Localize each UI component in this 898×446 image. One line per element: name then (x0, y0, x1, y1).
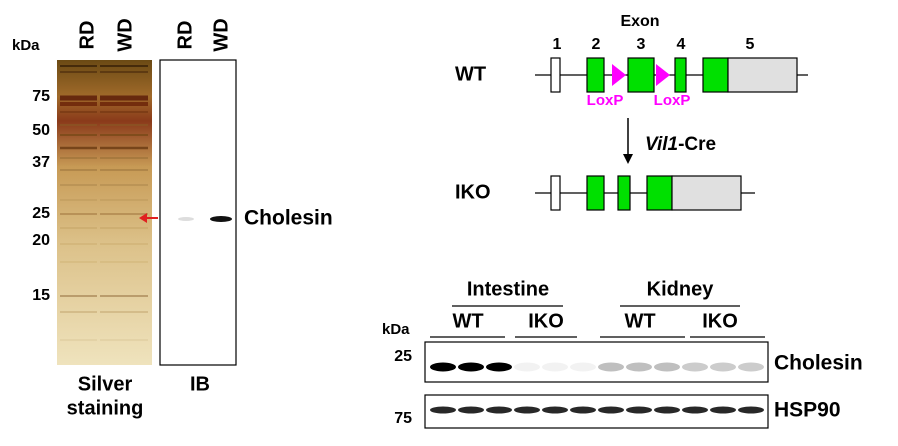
ib-band (210, 216, 232, 222)
tissue-label: Intestine (467, 278, 549, 300)
blot-bands (430, 362, 764, 414)
caption: IB (190, 373, 210, 395)
blot-band (486, 362, 512, 372)
lane-label: RD (76, 21, 98, 50)
blot-band (514, 362, 540, 372)
wt-allele (535, 57, 808, 93)
caption: staining (67, 397, 144, 419)
blot-band (738, 362, 764, 372)
blot-band (626, 406, 652, 414)
blot-band (710, 362, 736, 372)
marker-label: 75 (32, 88, 50, 105)
genotype-label: IKO (702, 310, 738, 332)
silver-gel (57, 60, 152, 365)
blot-band (486, 406, 512, 414)
exon-number: 3 (637, 36, 646, 53)
red-arrow (139, 213, 158, 223)
blot-band (458, 406, 484, 414)
blot-band (598, 362, 624, 372)
blot-band (682, 362, 708, 372)
blot-band (710, 406, 736, 414)
cre-label: Vil1-Cre (645, 134, 716, 155)
blot-band (654, 406, 680, 414)
iko-allele (535, 175, 755, 211)
exon-title: Exon (620, 13, 659, 30)
kda-label: kDa (12, 37, 40, 54)
blot-band (542, 406, 568, 414)
blot-band (542, 362, 568, 372)
marker-label: 15 (32, 287, 50, 304)
blot-band (654, 362, 680, 372)
band-label: Cholesin (244, 207, 333, 230)
group-lines (430, 305, 765, 338)
marker-label: 25 (32, 205, 50, 222)
blot-band (682, 406, 708, 414)
marker-label: 75 (394, 410, 412, 427)
marker-label: 20 (32, 232, 50, 249)
loxp-label: LoxP (587, 92, 624, 109)
genotype-label: WT (624, 310, 655, 332)
loxp-label: LoxP (654, 92, 691, 109)
tissue-label: Kidney (647, 278, 715, 300)
cre-gene: Vil1 (645, 134, 678, 155)
lane-label: WD (114, 18, 136, 51)
protein-label: HSP90 (774, 399, 841, 422)
genotype-label: WT (452, 310, 483, 332)
protein-label: Cholesin (774, 352, 863, 375)
blot-band (430, 362, 456, 372)
blot-band (430, 406, 456, 414)
lane-label: WD (210, 18, 232, 51)
kda-label: kDa (382, 321, 410, 338)
gel-bands (60, 65, 148, 341)
ib-band (178, 217, 194, 221)
blot-cholesin (424, 341, 769, 383)
marker-label: 50 (32, 122, 50, 139)
blot-band (738, 406, 764, 414)
blot-band (626, 362, 652, 372)
blot-band (598, 406, 624, 414)
blot-band (570, 406, 596, 414)
exon-number: 4 (677, 36, 686, 53)
allele-label: IKO (455, 181, 491, 203)
marker-label: 37 (32, 154, 50, 171)
cre-suffix: -Cre (678, 134, 716, 155)
exon-number: 2 (592, 36, 601, 53)
lane-label: RD (174, 21, 196, 50)
caption: Silver (78, 373, 133, 395)
blot-band (458, 362, 484, 372)
exon-number: 5 (746, 36, 755, 53)
blot-band (514, 406, 540, 414)
ib-membrane (159, 59, 237, 366)
allele-label: WT (455, 63, 486, 85)
exon-number: 1 (553, 36, 562, 53)
genotype-label: IKO (528, 310, 564, 332)
blot-band (570, 362, 596, 372)
marker-label: 25 (394, 348, 412, 365)
arrow (623, 118, 633, 164)
